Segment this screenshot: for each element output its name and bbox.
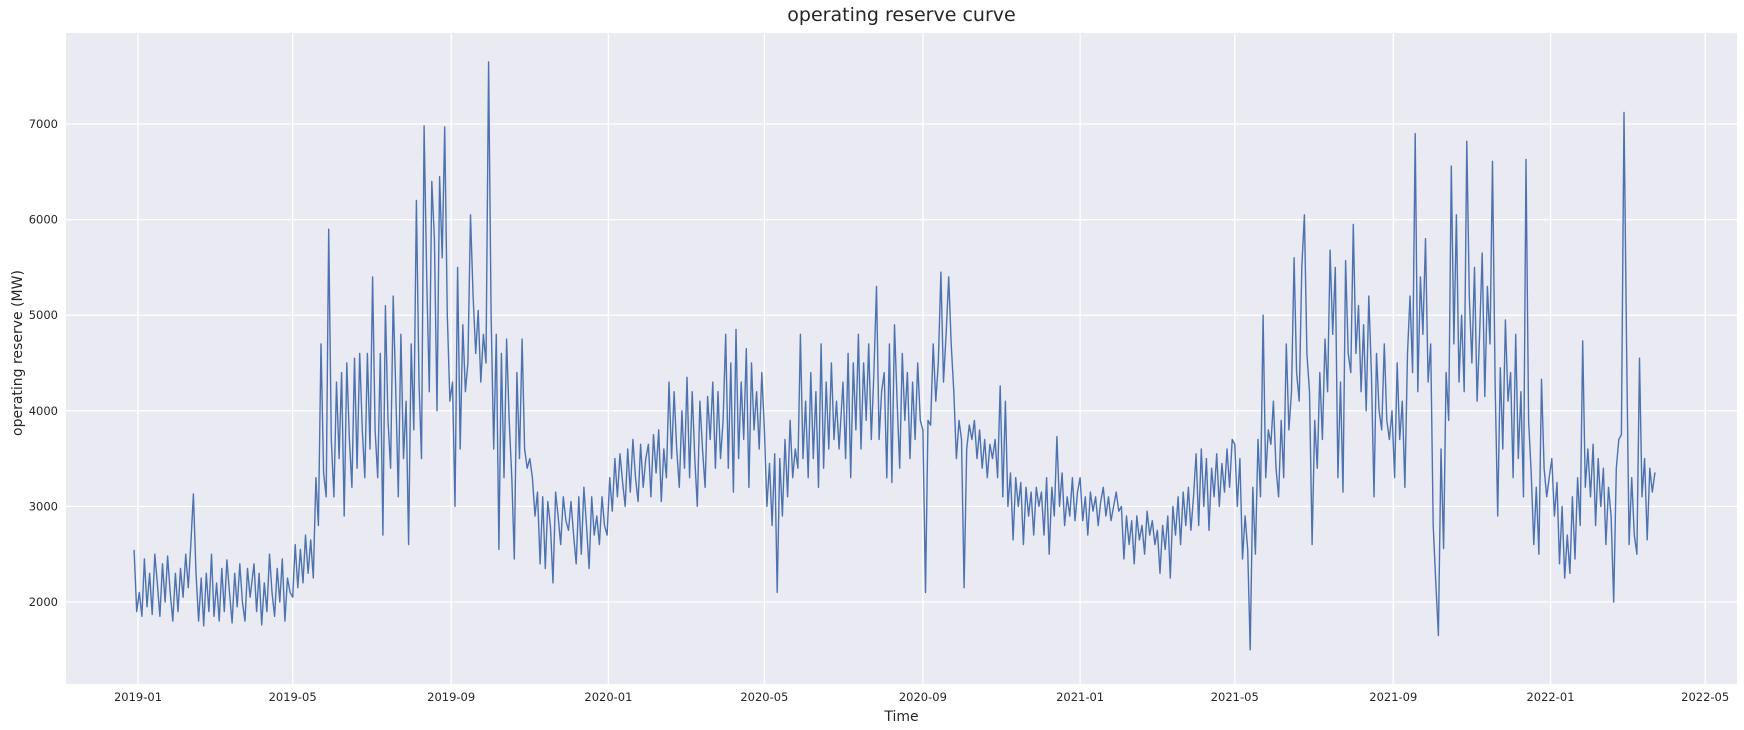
y-tick-label: 2000 (29, 595, 58, 609)
y-tick-label: 5000 (29, 308, 58, 322)
x-tick-label: 2019-05 (269, 690, 317, 704)
x-tick-label: 2020-05 (740, 690, 788, 704)
chart-title: operating reserve curve (787, 4, 1016, 26)
x-tick-label: 2021-01 (1056, 690, 1104, 704)
x-tick-label: 2019-09 (427, 690, 475, 704)
x-tick-label: 2022-01 (1526, 690, 1574, 704)
x-axis-label: Time (884, 709, 919, 725)
x-tick-label: 2022-05 (1681, 690, 1729, 704)
y-tick-label: 7000 (29, 117, 58, 131)
x-tick-label: 2020-09 (899, 690, 947, 704)
x-tick-label: 2021-05 (1211, 690, 1259, 704)
y-tick-label: 3000 (29, 499, 58, 513)
x-tick-label: 2020-01 (584, 690, 632, 704)
y-axis-label: operating reserve (MW) (10, 270, 26, 436)
series-line (133, 61, 1656, 651)
x-tick-label: 2021-09 (1369, 690, 1417, 704)
x-tick-label: 2019-01 (114, 690, 162, 704)
y-tick-label: 6000 (29, 213, 58, 227)
y-tick-label: 4000 (29, 404, 58, 418)
